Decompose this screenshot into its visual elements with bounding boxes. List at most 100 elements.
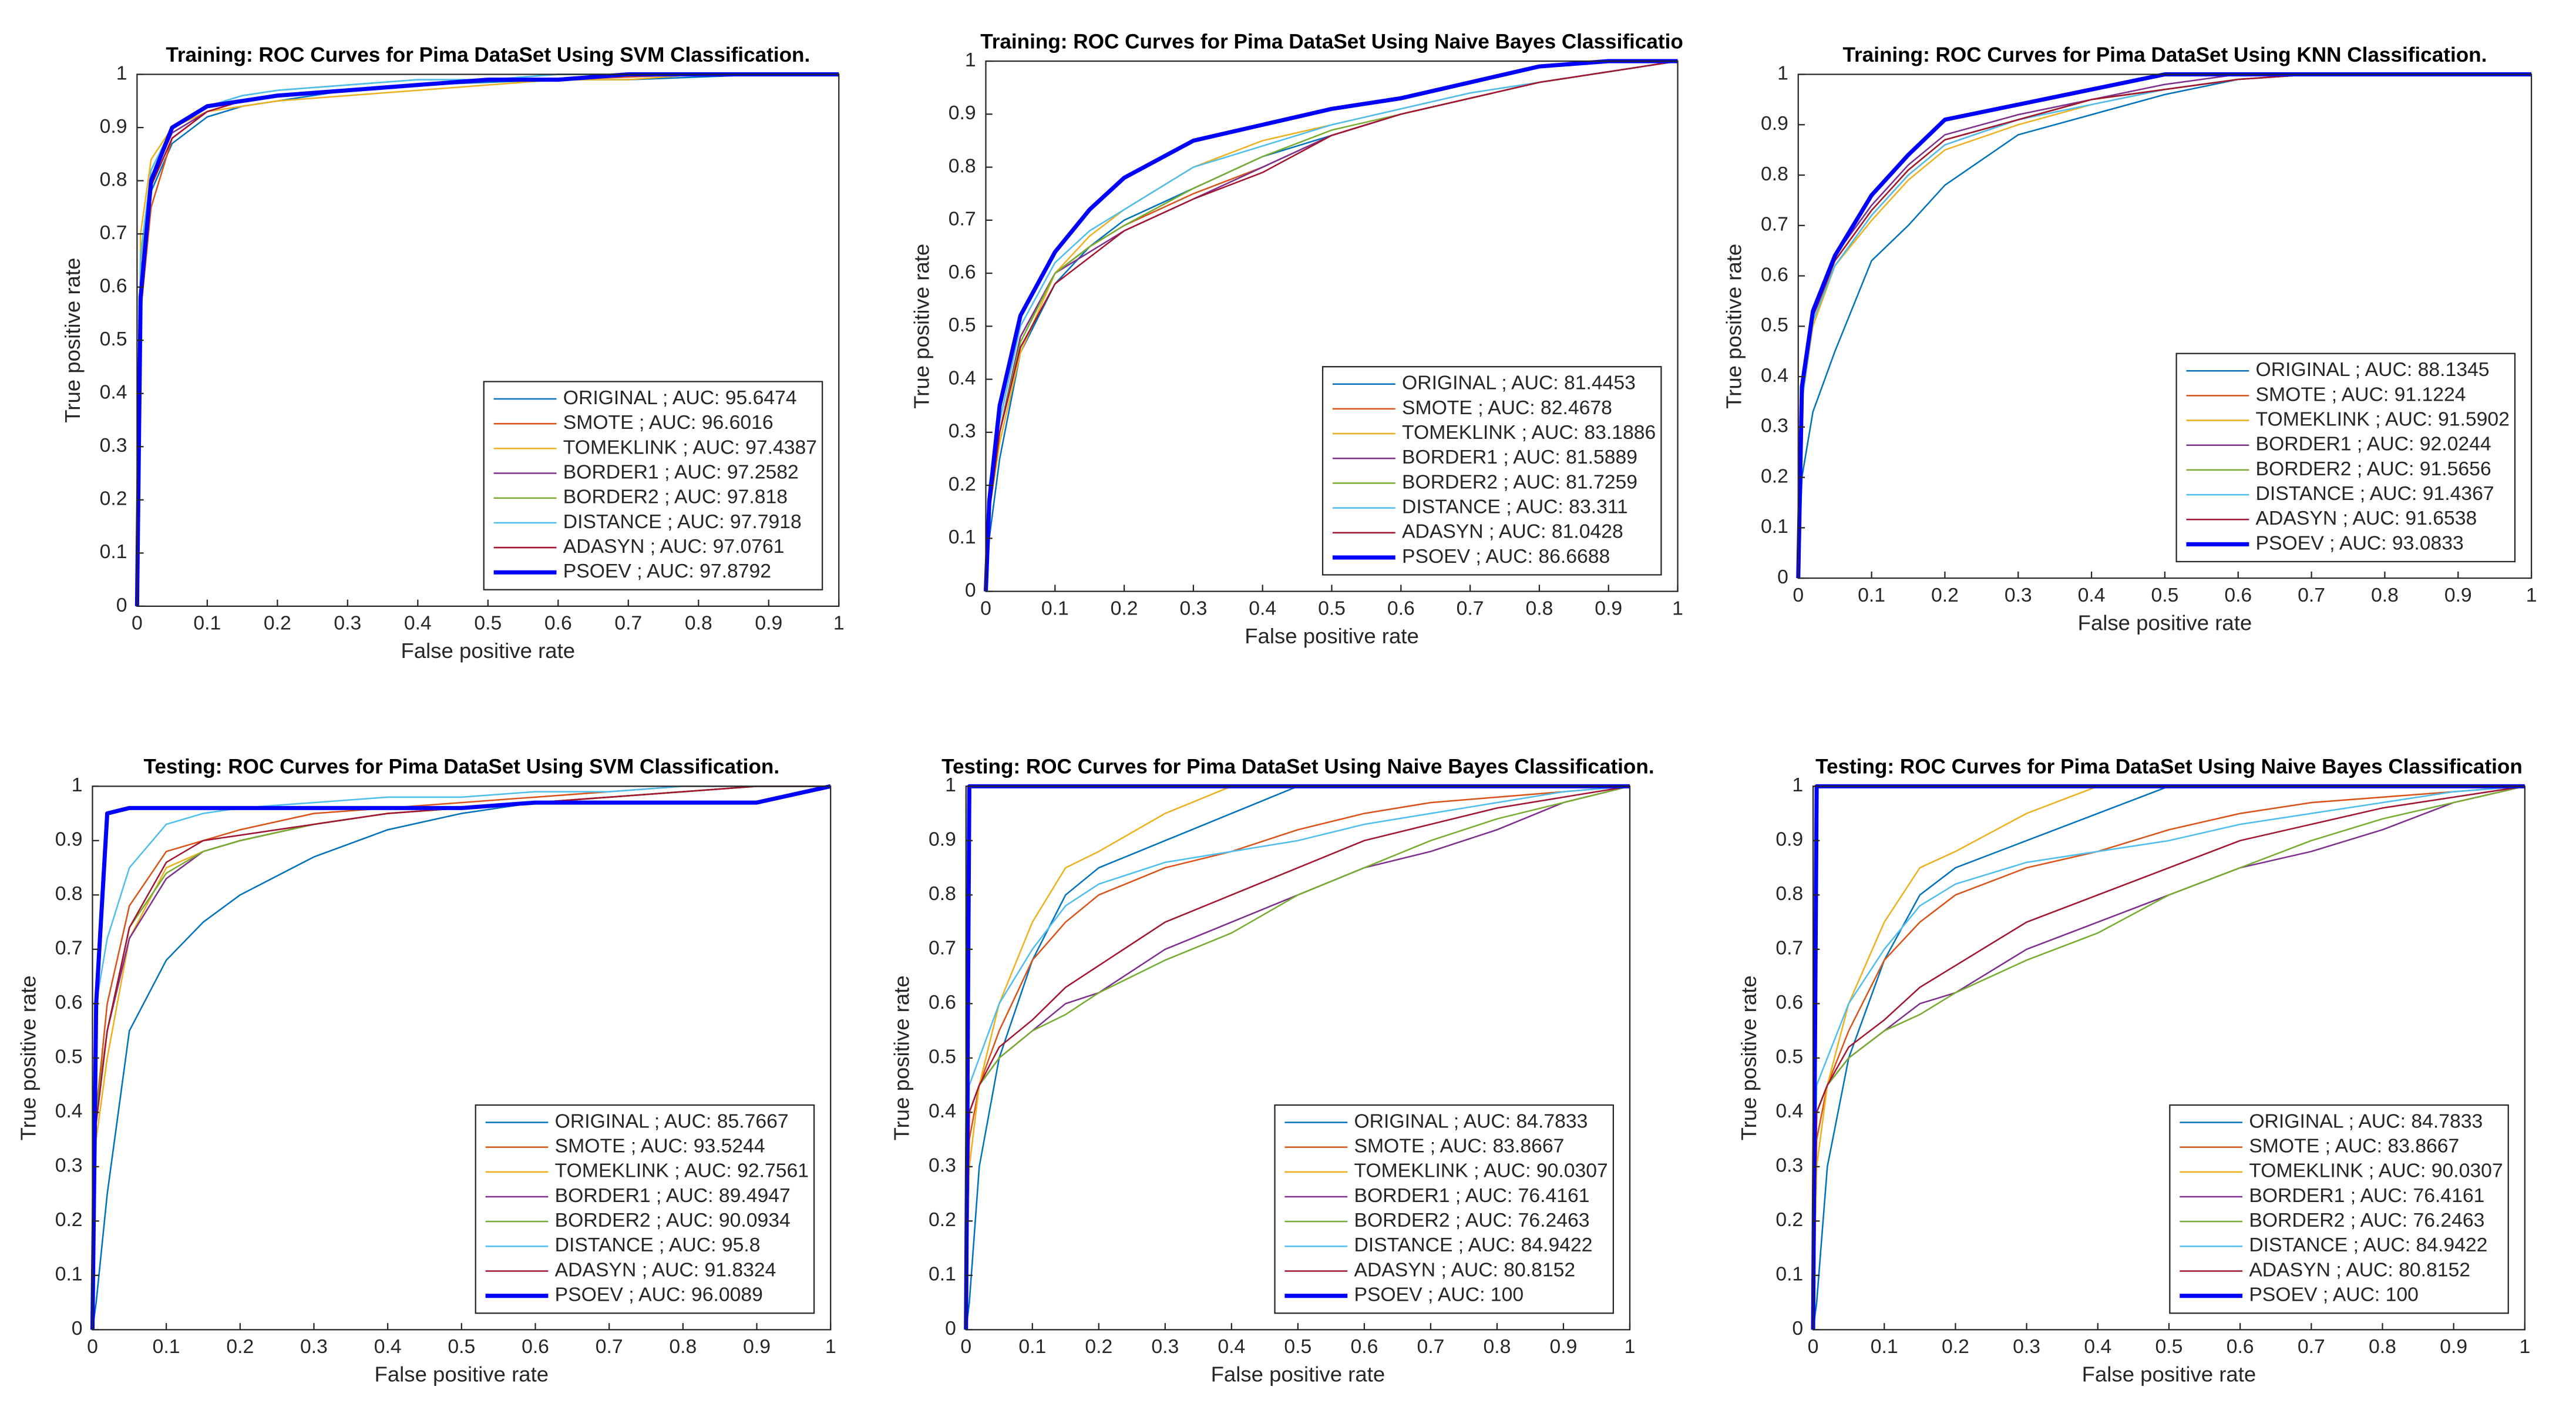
legend-label: ADASYN ; AUC: 91.8324 bbox=[555, 1258, 776, 1281]
x-tick-label: 0.1 bbox=[193, 612, 221, 634]
legend-label: ADASYN ; AUC: 80.8152 bbox=[1354, 1258, 1575, 1281]
x-tick-label: 0.2 bbox=[1111, 597, 1138, 619]
y-tick-label: 0.2 bbox=[1761, 465, 1788, 487]
roc-curve bbox=[965, 785, 1630, 1330]
x-tick-label: 1 bbox=[1625, 1335, 1636, 1358]
y-tick-label: 0.3 bbox=[55, 1154, 83, 1177]
y-tick-label: 0.5 bbox=[949, 314, 976, 336]
x-tick-label: 0.7 bbox=[1417, 1335, 1444, 1358]
x-tick-label: 0.3 bbox=[2005, 584, 2032, 606]
y-tick-label: 0.8 bbox=[929, 882, 956, 905]
legend-label: ORIGINAL ; AUC: 88.1345 bbox=[2256, 358, 2490, 381]
y-axis-label: True positive rate bbox=[60, 258, 85, 423]
x-tick-label: 0.9 bbox=[1595, 597, 1622, 619]
x-tick-label: 1 bbox=[1672, 597, 1683, 619]
legend-label: BORDER1 ; AUC: 92.0244 bbox=[2256, 433, 2491, 455]
x-tick-label: 0.6 bbox=[1350, 1335, 1378, 1358]
y-tick-label: 0.3 bbox=[949, 420, 976, 442]
y-tick-label: 0.3 bbox=[929, 1154, 956, 1177]
y-tick-label: 0.7 bbox=[1761, 213, 1788, 236]
legend: ORIGINAL ; AUC: 85.7667 SMOTE ; AUC: 93.5… bbox=[475, 1104, 815, 1314]
legend-label: DISTANCE ; AUC: 84.9422 bbox=[2249, 1234, 2487, 1256]
legend-label: PSOEV ; AUC: 93.0833 bbox=[2256, 532, 2464, 554]
y-tick-label: 0.6 bbox=[929, 991, 956, 1013]
legend-label: DISTANCE ; AUC: 95.8 bbox=[555, 1234, 761, 1256]
x-axis-label: False positive rate bbox=[2078, 610, 2252, 634]
y-tick-label: 0 bbox=[72, 1317, 83, 1340]
x-tick-label: 0.8 bbox=[1525, 597, 1553, 619]
x-tick-label: 0.5 bbox=[448, 1335, 475, 1358]
y-axis-label: True positive rate bbox=[890, 975, 914, 1140]
y-tick-label: 0.1 bbox=[1761, 515, 1788, 538]
legend-label: BORDER1 ; AUC: 76.4161 bbox=[2249, 1184, 2484, 1207]
legend-label: SMOTE ; AUC: 83.8667 bbox=[2249, 1135, 2459, 1157]
x-tick-label: 0.2 bbox=[1942, 1335, 1969, 1358]
legend-label: TOMEKLINK ; AUC: 92.7561 bbox=[555, 1160, 809, 1182]
y-tick-label: 0.4 bbox=[1761, 364, 1788, 387]
chart-title: Testing: ROC Curves for Pima DataSet Usi… bbox=[144, 756, 780, 778]
y-tick-label: 1 bbox=[116, 62, 127, 84]
legend-label: BORDER1 ; AUC: 76.4161 bbox=[1354, 1184, 1589, 1207]
y-tick-label: 1 bbox=[72, 774, 83, 796]
y-tick-label: 0.6 bbox=[1761, 263, 1788, 286]
x-tick-label: 0.6 bbox=[1387, 597, 1415, 619]
x-tick-label: 0.8 bbox=[669, 1335, 697, 1358]
y-tick-label: 0.7 bbox=[949, 208, 976, 230]
chart-panel: 0 0.1 0.2 0.3 0.4 0.5 0.6 0.7 0.8 0.9 1 0 0.1 0.2 0.3 0… bbox=[909, 30, 1683, 648]
legend-label: BORDER1 ; AUC: 97.2582 bbox=[563, 461, 799, 483]
x-tick-label: 0.4 bbox=[2084, 1335, 2111, 1358]
legend-label: PSOEV ; AUC: 100 bbox=[1354, 1284, 1524, 1306]
roc-curve bbox=[985, 60, 1678, 592]
y-tick-label: 0.2 bbox=[100, 488, 127, 510]
y-tick-label: 0.6 bbox=[100, 275, 127, 297]
x-tick-label: 0.4 bbox=[404, 612, 432, 634]
chart-title: Testing: ROC Curves for Pima DataSet Usi… bbox=[941, 756, 1654, 778]
y-tick-label: 0.5 bbox=[55, 1046, 83, 1068]
x-tick-label: 0.5 bbox=[2151, 584, 2178, 606]
y-axis-label: True positive rate bbox=[16, 975, 40, 1140]
x-tick-label: 0.9 bbox=[2444, 584, 2472, 606]
legend-label: ORIGINAL ; AUC: 81.4453 bbox=[1402, 372, 1636, 394]
y-tick-label: 0.8 bbox=[949, 155, 976, 177]
y-tick-label: 0.2 bbox=[949, 473, 976, 495]
legend-label: DISTANCE ; AUC: 84.9422 bbox=[1354, 1234, 1592, 1256]
x-tick-label: 0.9 bbox=[743, 1335, 771, 1358]
x-tick-label: 1 bbox=[833, 612, 845, 634]
x-tick-label: 0 bbox=[132, 612, 143, 634]
y-tick-label: 0.9 bbox=[949, 102, 976, 124]
x-tick-label: 0.9 bbox=[2440, 1335, 2467, 1358]
y-tick-label: 0.4 bbox=[929, 1100, 956, 1122]
y-tick-label: 0.9 bbox=[1775, 828, 1803, 851]
y-tick-label: 1 bbox=[965, 49, 976, 71]
legend-label: SMOTE ; AUC: 83.8667 bbox=[1354, 1135, 1564, 1157]
chart-title: Testing: ROC Curves for Pima DataSet Usi… bbox=[1815, 756, 2523, 778]
y-tick-label: 0.6 bbox=[55, 991, 83, 1013]
x-tick-label: 0.7 bbox=[2298, 1335, 2325, 1358]
x-tick-label: 0.5 bbox=[474, 612, 502, 634]
y-tick-label: 0 bbox=[965, 579, 976, 601]
y-tick-label: 0.6 bbox=[1775, 991, 1803, 1013]
x-tick-label: 0.5 bbox=[1284, 1335, 1311, 1358]
roc-curve bbox=[1812, 785, 2525, 1330]
legend-label: BORDER2 ; AUC: 76.2463 bbox=[1354, 1209, 1589, 1231]
legend-label: ADASYN ; AUC: 91.6538 bbox=[2256, 507, 2477, 529]
x-tick-label: 1 bbox=[825, 1335, 836, 1358]
legend-box bbox=[475, 1104, 815, 1314]
x-tick-label: 1 bbox=[2519, 1335, 2530, 1358]
roc-curve bbox=[985, 60, 1678, 592]
y-tick-label: 0.7 bbox=[1775, 937, 1803, 959]
x-tick-label: 0 bbox=[1793, 584, 1804, 606]
legend-label: ADASYN ; AUC: 80.8152 bbox=[2249, 1258, 2470, 1281]
legend-box bbox=[483, 381, 823, 590]
legend: ORIGINAL ; AUC: 84.7833 SMOTE ; AUC: 83.8… bbox=[2169, 1104, 2509, 1314]
x-axis-label: False positive rate bbox=[1245, 624, 1419, 648]
legend-box bbox=[1274, 1104, 1614, 1314]
y-tick-label: 0.1 bbox=[1775, 1263, 1803, 1285]
chart-panel: 0 0.1 0.2 0.3 0.4 0.5 0.6 0.7 0.8 0.9 1 0 0.1 0.2 0.3 0… bbox=[890, 756, 1654, 1386]
legend-label: ORIGINAL ; AUC: 84.7833 bbox=[1354, 1110, 1588, 1132]
legend-label: SMOTE ; AUC: 91.1224 bbox=[2256, 383, 2466, 405]
y-tick-label: 0.9 bbox=[1761, 112, 1788, 135]
x-tick-label: 0 bbox=[87, 1335, 98, 1358]
